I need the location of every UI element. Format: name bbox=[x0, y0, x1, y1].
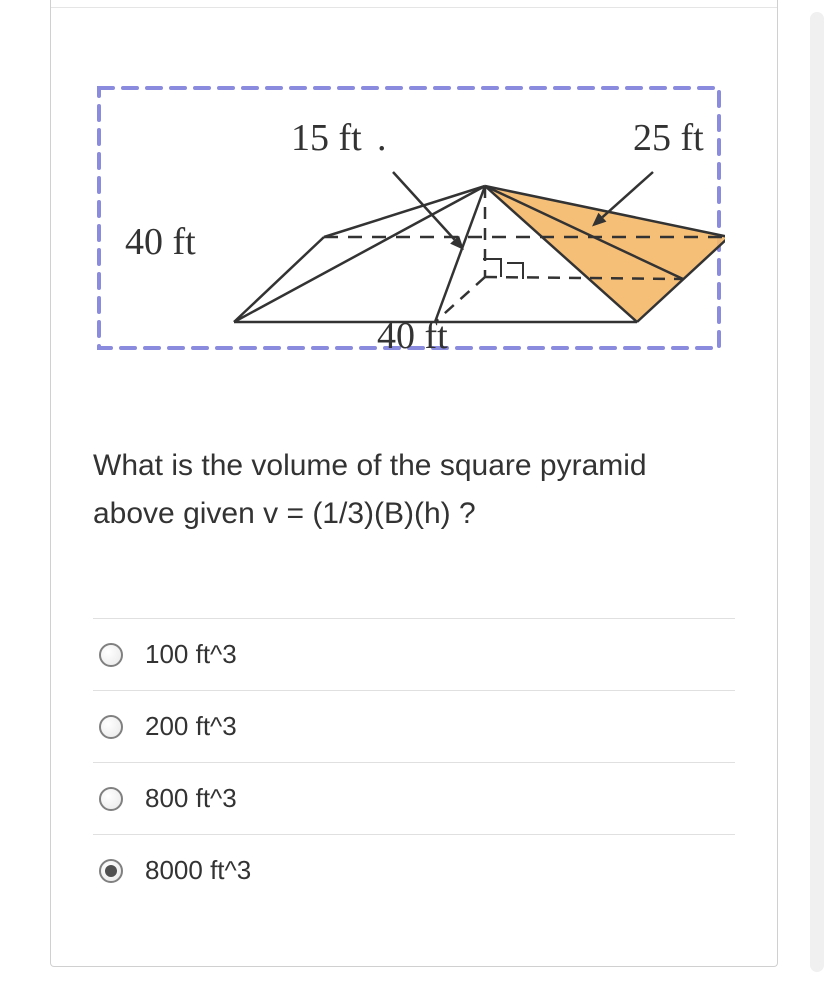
answer-option[interactable]: 100 ft^3 bbox=[93, 618, 735, 690]
radio-button[interactable] bbox=[99, 715, 123, 739]
answer-option[interactable]: 800 ft^3 bbox=[93, 762, 735, 834]
radio-button[interactable] bbox=[99, 643, 123, 667]
radio-button[interactable] bbox=[99, 787, 123, 811]
scrollbar[interactable] bbox=[810, 12, 824, 972]
answer-options: 100 ft^3 200 ft^3 800 ft^3 8000 ft^3 bbox=[93, 618, 735, 906]
option-label: 200 ft^3 bbox=[145, 711, 237, 742]
option-label: 100 ft^3 bbox=[145, 639, 237, 670]
radio-button[interactable] bbox=[99, 859, 123, 883]
svg-text:15 ft: 15 ft bbox=[291, 117, 362, 159]
answer-option[interactable]: 8000 ft^3 bbox=[93, 834, 735, 906]
svg-text:40 ft: 40 ft bbox=[125, 221, 196, 263]
option-label: 800 ft^3 bbox=[145, 783, 237, 814]
answer-option[interactable]: 200 ft^3 bbox=[93, 690, 735, 762]
svg-text:40 ft: 40 ft bbox=[377, 315, 448, 354]
pyramid-figure: 15 ft 25 ft 40 ft 40 ft. bbox=[93, 82, 725, 354]
question-text: What is the volume of the square pyramid… bbox=[93, 442, 735, 538]
option-label: 8000 ft^3 bbox=[145, 855, 251, 886]
svg-text:25 ft: 25 ft bbox=[633, 117, 704, 159]
svg-text:.: . bbox=[377, 117, 387, 159]
question-card: 15 ft 25 ft 40 ft 40 ft. What is the volume… bbox=[50, 0, 778, 967]
